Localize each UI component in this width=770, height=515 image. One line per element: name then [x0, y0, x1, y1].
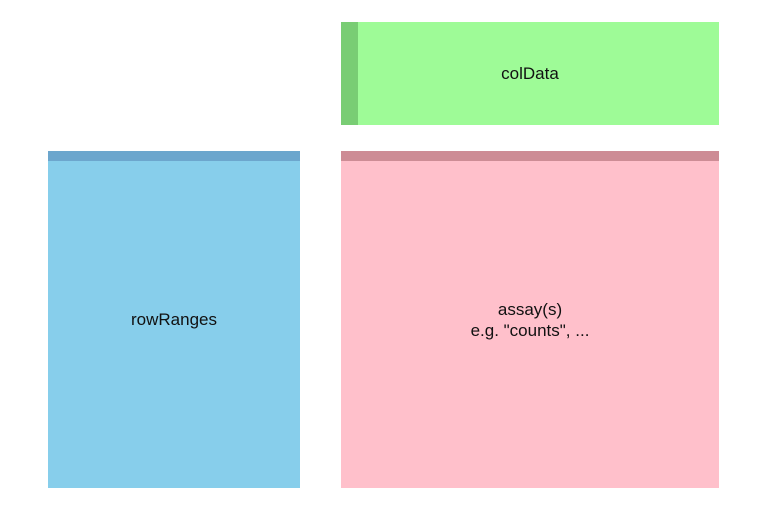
rowranges-label: rowRanges: [131, 310, 217, 329]
coldata-block: colData: [341, 22, 719, 125]
assay-label: assay(s) e.g. "counts", ...: [471, 299, 590, 341]
coldata-stripe: [341, 22, 358, 125]
rowranges-block: rowRanges: [48, 151, 300, 488]
coldata-label: colData: [501, 64, 559, 83]
assay-label-line1: assay(s): [497, 299, 563, 319]
assay-block: assay(s) e.g. "counts", ...: [341, 151, 719, 488]
rowranges-stripe: [48, 151, 300, 161]
assay-label-line2: e.g. "counts", ...: [470, 320, 590, 340]
assay-stripe: [341, 151, 719, 161]
